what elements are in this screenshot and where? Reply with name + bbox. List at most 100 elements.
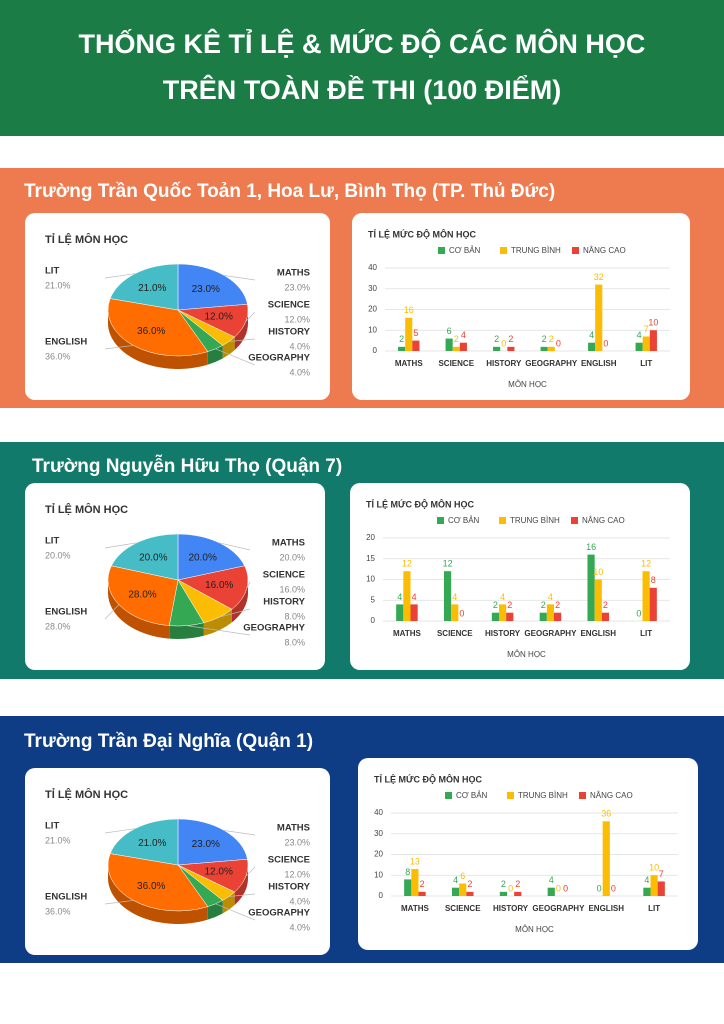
value-label: 2 [493,600,498,610]
bar [405,317,413,351]
pie-slice [177,565,249,610]
x-tick-label: MATHS [393,629,422,638]
value-label: 2 [508,334,513,344]
slice-label: 28.0% [128,589,156,600]
value-label: 6 [447,326,452,336]
bar [588,342,596,351]
value-label: 7 [659,869,664,879]
bar [595,284,603,351]
bar [642,571,650,621]
bar [451,887,460,896]
leader-line [219,542,251,551]
percent-label: 12.0% [284,869,310,879]
pie-slice [107,565,179,626]
bar [445,338,453,351]
bar [398,346,406,351]
value-label: 4 [637,330,642,340]
y-tick-label: 0 [379,891,384,900]
section-title: Trường Nguyễn Hữu Thọ (Quận 7) [32,455,342,477]
category-label: HISTORY [263,597,305,608]
slice-label: 20.0% [189,552,217,563]
x-tick-label: LIT [640,629,652,638]
pie-slice [111,533,179,581]
x-tick-label: HISTORY [485,629,521,638]
percent-label: 23.0% [284,837,310,847]
value-label: 0 [508,883,513,893]
value-label: 0 [563,883,568,893]
value-label: 0 [611,883,616,893]
card-title: TỈ LỆ MÔN HỌC [45,233,128,246]
value-label: 13 [410,856,420,866]
section-title: Trường Trần Quốc Toản 1, Hoa Lư, Bình Th… [24,181,555,202]
card-title: TỈ LỆ MÔN HỌC [45,788,128,801]
category-label: SCIENCE [268,300,310,311]
slice-label: 23.0% [192,839,220,850]
category-label: GEOGRAPHY [248,908,310,919]
leader-line [215,348,256,366]
slice-label: 36.0% [137,881,165,892]
x-tick-label: LIT [640,359,652,368]
value-label: 4 [452,592,457,602]
value-label: 4 [397,592,402,602]
y-tick-label: 5 [371,595,376,604]
y-tick-label: 40 [374,808,383,817]
pie-slice [107,853,209,912]
category-label: HISTORY [268,882,310,893]
percent-label: 8.0% [284,611,305,621]
y-tick-label: 40 [368,263,377,272]
y-tick-label: 30 [368,284,377,293]
pie-side [108,580,170,639]
leader-line [104,542,137,549]
value-label: 12 [402,559,412,569]
value-label: 2 [542,334,547,344]
value-label: 16 [586,542,596,552]
legend-swatch [572,247,579,254]
bar [459,342,467,351]
bar [411,869,419,896]
slice-label: 12.0% [205,867,233,878]
bar [587,554,595,621]
pie-slice [177,818,248,866]
category-label: GEOGRAPHY [248,353,310,364]
value-label: 4 [549,875,554,885]
percent-label: 28.0% [45,621,71,631]
legend-label: NÂNG CAO [590,791,633,800]
bar [657,881,665,896]
y-tick-label: 20 [374,850,383,859]
x-tick-label: GEOGRAPHY [532,904,585,913]
leader-line [104,900,134,905]
x-tick-label: MATHS [401,904,430,913]
category-label: SCIENCE [263,570,305,581]
value-label: 10 [593,567,603,577]
y-tick-label: 20 [368,305,377,314]
category-label: LIT [45,266,59,277]
y-tick-label: 10 [374,870,383,879]
card [358,758,698,950]
value-label: 4 [589,330,594,340]
category-label: LIT [45,536,59,547]
legend-label: CƠ BẢN [448,516,480,525]
y-tick-label: 0 [371,616,376,625]
leader-line [186,625,251,636]
slice-label: 21.0% [138,283,166,294]
leader-line [104,604,120,620]
percent-label: 20.0% [279,552,305,562]
value-label: 16 [404,305,414,315]
pie-side [231,580,249,623]
bar [412,340,420,351]
legend-swatch [445,792,452,799]
slice-label: 20.0% [139,552,167,563]
percent-label: 20.0% [45,550,71,560]
percent-label: 4.0% [289,896,310,906]
bar [554,612,562,621]
header-title: THỐNG KÊ TỈ LỆ & MỨC ĐỘ CÁC MÔN HỌC [79,27,646,59]
y-tick-label: 0 [373,346,378,355]
x-tick-label: ENGLISH [580,629,616,638]
bar [540,346,548,351]
leader-line [104,345,134,350]
legend-label: TRUNG BÌNH [518,791,568,800]
bar [514,891,522,896]
x-tick-label: HISTORY [486,359,522,368]
percent-label: 4.0% [289,922,310,932]
legend-swatch [438,247,445,254]
